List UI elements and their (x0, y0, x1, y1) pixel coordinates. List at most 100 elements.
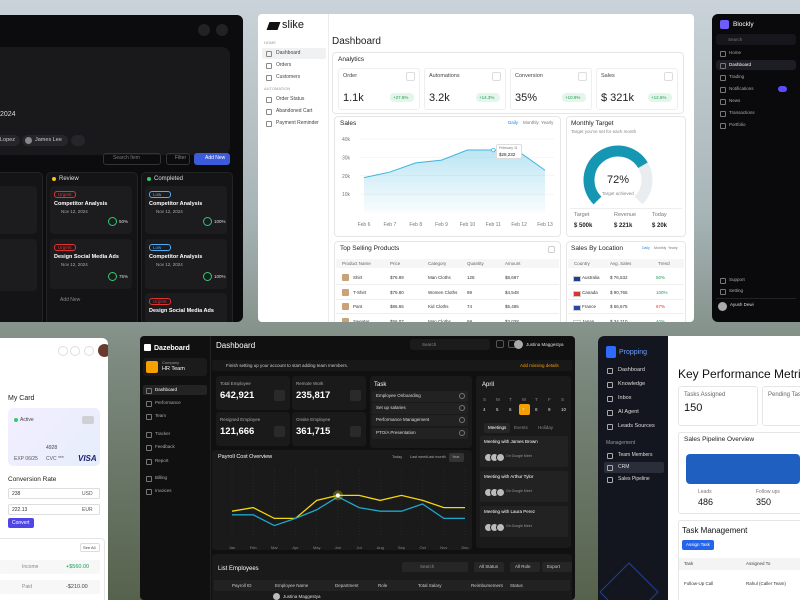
filters[interactable]: Last week (410, 454, 428, 459)
logo (144, 344, 151, 351)
icon (350, 390, 361, 401)
dates[interactable]: 5 (496, 406, 499, 412)
tabs[interactable]: Daily (508, 120, 519, 125)
input[interactable] (8, 488, 100, 499)
search-box[interactable] (402, 562, 468, 572)
tooltip: $28,232 (499, 152, 516, 157)
nav[interactable]: Transactions (729, 110, 755, 115)
nav[interactable]: Performance (155, 400, 181, 405)
nav[interactable]: Notifications (729, 86, 754, 91)
dates[interactable]: 7 (522, 406, 525, 412)
button[interactable] (474, 562, 504, 572)
nav[interactable]: News (729, 98, 741, 103)
logo (720, 20, 729, 29)
tabs[interactable]: Meetings (488, 425, 507, 430)
icon (607, 452, 613, 459)
avatar (273, 593, 280, 600)
items[interactable]: PTO/A Presentation (376, 430, 416, 435)
icon (266, 120, 272, 127)
x-tick-label: Oct (420, 545, 427, 550)
filter: Filter (175, 155, 187, 161)
tabs[interactable]: Daily (642, 246, 650, 250)
nav[interactable]: AI Agent (618, 409, 639, 415)
items[interactable]: Abandoned Cart (276, 108, 313, 114)
rows: France (582, 304, 597, 309)
row: Rahul (Caller Team) (746, 581, 786, 586)
dates[interactable]: 9 (548, 406, 551, 412)
input[interactable] (8, 504, 100, 515)
search-box[interactable] (103, 153, 161, 165)
headers: Quantity (467, 260, 484, 266)
nav[interactable]: Knowledge (618, 381, 646, 387)
items[interactable]: Performance Management (376, 417, 430, 422)
icon (720, 62, 726, 69)
dates[interactable]: 4 (483, 406, 486, 412)
nav[interactable]: Dashboard (729, 62, 752, 67)
tabs[interactable]: Events (514, 425, 528, 430)
sub-nav[interactable]: Sales Pipeline (618, 476, 650, 482)
button[interactable] (194, 153, 230, 165)
icon-button (58, 346, 68, 356)
button[interactable] (682, 540, 714, 550)
title: Meeting with Arthur Tylor (484, 474, 534, 479)
dates[interactable]: 6 (509, 406, 512, 412)
filters[interactable]: Today (392, 454, 403, 459)
tabs[interactable]: Holiday (538, 425, 554, 430)
items[interactable]: Order Status (276, 96, 305, 102)
items[interactable]: Set up salaries (376, 405, 406, 410)
headers: Employee Name (275, 582, 309, 588)
card[interactable] (50, 239, 132, 289)
card[interactable] (145, 186, 227, 234)
items[interactable]: Payment Reminder (276, 120, 319, 126)
filters[interactable]: Year (452, 454, 460, 459)
title: Key Performance Metrics (678, 367, 800, 381)
sub-nav[interactable]: CRM (618, 464, 630, 470)
card[interactable] (50, 186, 132, 234)
employees-card (212, 554, 572, 600)
search-box[interactable] (410, 339, 490, 350)
nav[interactable]: Trading (729, 74, 745, 79)
search-box[interactable] (716, 34, 796, 45)
nav[interactable]: Team (155, 413, 167, 418)
nav[interactable]: Report (155, 458, 169, 463)
title: Completed (154, 176, 184, 182)
bottom[interactable]: Support (729, 277, 745, 282)
tabs[interactable]: Monthly (654, 246, 667, 250)
items[interactable]: Customers (276, 74, 301, 80)
button[interactable] (80, 543, 100, 552)
tabs[interactable]: Yearly (668, 246, 678, 250)
items[interactable]: Dashboard (276, 50, 301, 56)
nav[interactable]: Inbox (618, 395, 632, 401)
icon (406, 72, 415, 81)
card[interactable] (145, 239, 227, 289)
label: Today (652, 212, 667, 218)
button: Assign Task (686, 542, 710, 547)
tabs[interactable]: Yearly (541, 120, 554, 125)
nav[interactable]: Dashboard (155, 387, 178, 392)
filters[interactable]: Last month (427, 454, 446, 459)
button[interactable] (510, 562, 540, 572)
bottom[interactable]: Setting (729, 288, 744, 293)
add[interactable]: Add New (60, 297, 81, 303)
button[interactable] (8, 518, 34, 528)
nav[interactable]: Feedback (155, 444, 175, 449)
button[interactable] (166, 153, 190, 165)
banner-link[interactable]: Add missing details (520, 362, 559, 368)
button[interactable] (542, 562, 572, 572)
nav[interactable]: Dashboard (618, 367, 645, 373)
company-label: Company (162, 360, 180, 365)
x-tick-label: Jul (357, 545, 362, 550)
nav[interactable]: Tracker (155, 431, 171, 436)
card[interactable] (145, 293, 227, 322)
nav[interactable]: Billing (155, 475, 168, 480)
tabs[interactable]: Monthly (523, 120, 539, 125)
sub-nav[interactable]: Team Members (618, 452, 653, 458)
nav[interactable]: Portfolio (729, 122, 746, 127)
dates[interactable]: 10 (561, 406, 567, 412)
nav[interactable]: Home (729, 50, 742, 55)
items[interactable]: Orders (276, 62, 292, 68)
items[interactable]: Employee Onboarding (376, 393, 421, 398)
nav[interactable]: Leads Sources (618, 423, 655, 429)
nav[interactable]: Invoices (155, 488, 172, 493)
dates[interactable]: 8 (535, 406, 538, 412)
